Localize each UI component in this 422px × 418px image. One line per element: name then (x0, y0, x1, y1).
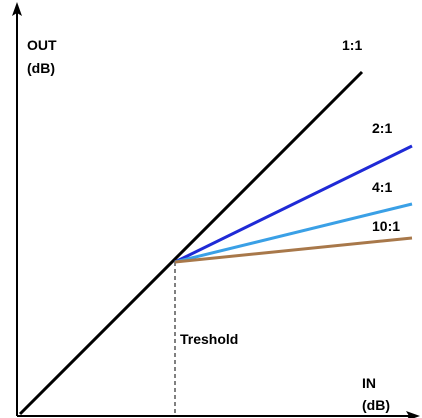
ratio-line-2-1 (174, 144, 413, 264)
ratio-line-4-1 (174, 202, 413, 264)
y-axis-arrowhead (12, 2, 22, 16)
ratio-label-10-1: 10:1 (372, 218, 400, 234)
ratio-label-2-1: 2:1 (372, 120, 392, 136)
y-axis-label-line1: OUT (27, 37, 57, 53)
ratio-line-1-1 (18, 70, 364, 416)
x-axis-arrowhead (406, 411, 420, 418)
ratio-label-4-1: 4:1 (372, 179, 392, 195)
x-axis-label-line1: IN (362, 375, 376, 391)
threshold-label: Treshold (180, 331, 238, 347)
y-axis-label-line2: (dB) (27, 60, 55, 76)
x-axis-label-line2: (dB) (362, 397, 390, 413)
ratio-label-1-1: 1:1 (342, 37, 362, 53)
ratio-line-10-1 (174, 236, 413, 264)
